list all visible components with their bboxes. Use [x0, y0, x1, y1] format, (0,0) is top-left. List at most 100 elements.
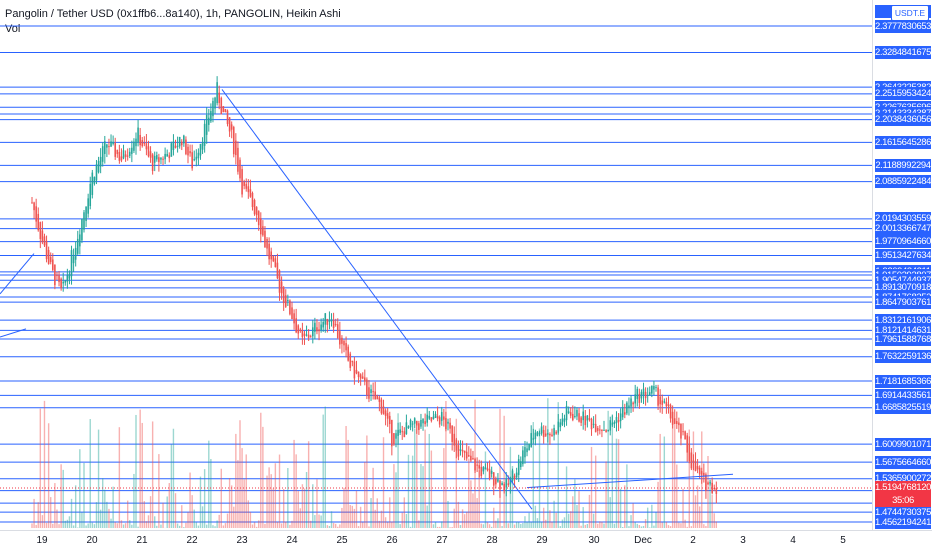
time-tick-label: 3: [740, 535, 746, 546]
currency-badge[interactable]: USDT.E: [891, 5, 929, 21]
candle-body: [275, 258, 277, 267]
level-price-label: 1.5675664660: [875, 456, 931, 469]
candle-body: [395, 433, 397, 438]
candle-body: [40, 222, 42, 239]
volume-bar: [83, 463, 84, 528]
volume-bar: [618, 439, 619, 528]
candle-body: [582, 412, 584, 421]
candle-body: [616, 417, 618, 423]
price-chart[interactable]: [0, 0, 872, 530]
candle-body: [370, 389, 372, 393]
candle-body: [71, 250, 73, 276]
candle-body: [220, 98, 222, 115]
time-tick-label: 30: [588, 535, 599, 546]
volume-bar: [171, 445, 172, 528]
time-tick-label: 2: [690, 535, 696, 546]
volume-bar: [695, 495, 696, 528]
volume-bar: [402, 513, 403, 528]
candle-body: [364, 378, 366, 382]
candle-body: [152, 154, 154, 170]
volume-bar: [670, 526, 671, 528]
volume-bar: [358, 526, 359, 528]
candle-body: [191, 152, 193, 168]
candle-body: [104, 141, 106, 154]
volume-bar: [607, 411, 608, 528]
candle-body: [532, 438, 534, 440]
volume-bar: [283, 489, 284, 528]
candle-body: [333, 320, 335, 328]
candle-body: [601, 430, 603, 431]
candle-body: [645, 392, 647, 398]
trendline[interactable]: [222, 89, 532, 509]
volume-bar: [672, 420, 673, 528]
candle-body: [322, 322, 324, 327]
candle-body: [466, 452, 468, 459]
volume-bar: [104, 490, 105, 528]
candle-body: [98, 161, 100, 172]
volume-bar: [460, 525, 461, 528]
candle-body: [622, 407, 624, 417]
volume-bar: [110, 519, 111, 528]
candle-body: [624, 412, 626, 414]
candle-body: [48, 250, 50, 264]
volume-bar: [418, 520, 419, 528]
volume-bar: [350, 505, 351, 528]
volume-bar: [379, 521, 380, 528]
candle-body: [81, 219, 83, 240]
candle-body: [343, 341, 345, 346]
volume-bar: [620, 489, 621, 528]
candle-body: [139, 135, 141, 145]
candle-body: [630, 398, 632, 406]
volume-bars: [31, 398, 717, 528]
volume-bar: [662, 523, 663, 528]
volume-bar: [372, 468, 373, 528]
volume-bar: [599, 521, 600, 528]
candle-body: [516, 473, 518, 478]
candle-body: [562, 419, 564, 425]
candle-body: [154, 156, 156, 163]
candle-body: [337, 324, 339, 338]
candle-body: [198, 153, 200, 158]
volume-bar: [597, 524, 598, 528]
candle-body: [639, 394, 641, 403]
volume-bar: [75, 485, 76, 528]
volume-bar: [682, 489, 683, 528]
candle-body: [470, 456, 472, 461]
candle-body: [385, 410, 387, 415]
candle-body: [693, 460, 695, 462]
volume-bar: [125, 523, 126, 528]
candle-body: [287, 300, 289, 301]
volume-bar: [518, 522, 519, 528]
volume-bar: [152, 421, 153, 528]
time-tick-label: 5: [840, 535, 846, 546]
volume-bar: [200, 477, 201, 528]
volume-bar: [537, 518, 538, 528]
volume-bar: [589, 495, 590, 528]
volume-bar: [204, 469, 205, 528]
volume-bar: [129, 520, 130, 528]
volume-bar: [520, 524, 521, 528]
volume-bar: [216, 520, 217, 528]
volume-bar: [243, 479, 244, 528]
volume-bar: [585, 525, 586, 528]
level-price-label: 1.7632259136: [875, 350, 931, 363]
volume-bar: [179, 526, 180, 528]
candle-body: [593, 424, 595, 425]
volume-bar: [458, 502, 459, 528]
volume-bar: [158, 454, 159, 528]
candle-body: [599, 429, 601, 430]
price-axis[interactable]: 2.37778306532.32848416752.26432253822.25…: [872, 0, 932, 530]
candle-body: [372, 391, 374, 392]
volume-bar: [139, 410, 140, 528]
volume-bar: [198, 526, 199, 528]
candle-body: [634, 394, 636, 403]
volume-bar: [343, 488, 344, 528]
candle-body: [229, 117, 231, 131]
candle-body: [183, 136, 185, 144]
candle-body: [316, 327, 318, 331]
volume-bar: [310, 521, 311, 528]
candle-body: [210, 111, 212, 121]
candle-body: [701, 471, 703, 474]
candles: [31, 76, 717, 503]
